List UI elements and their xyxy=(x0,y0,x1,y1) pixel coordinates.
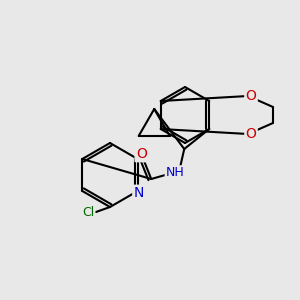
Text: O: O xyxy=(246,127,256,141)
Text: Cl: Cl xyxy=(82,206,94,220)
Text: N: N xyxy=(134,186,144,200)
Text: O: O xyxy=(246,89,256,103)
Text: NH: NH xyxy=(166,167,184,179)
Text: O: O xyxy=(136,147,147,161)
